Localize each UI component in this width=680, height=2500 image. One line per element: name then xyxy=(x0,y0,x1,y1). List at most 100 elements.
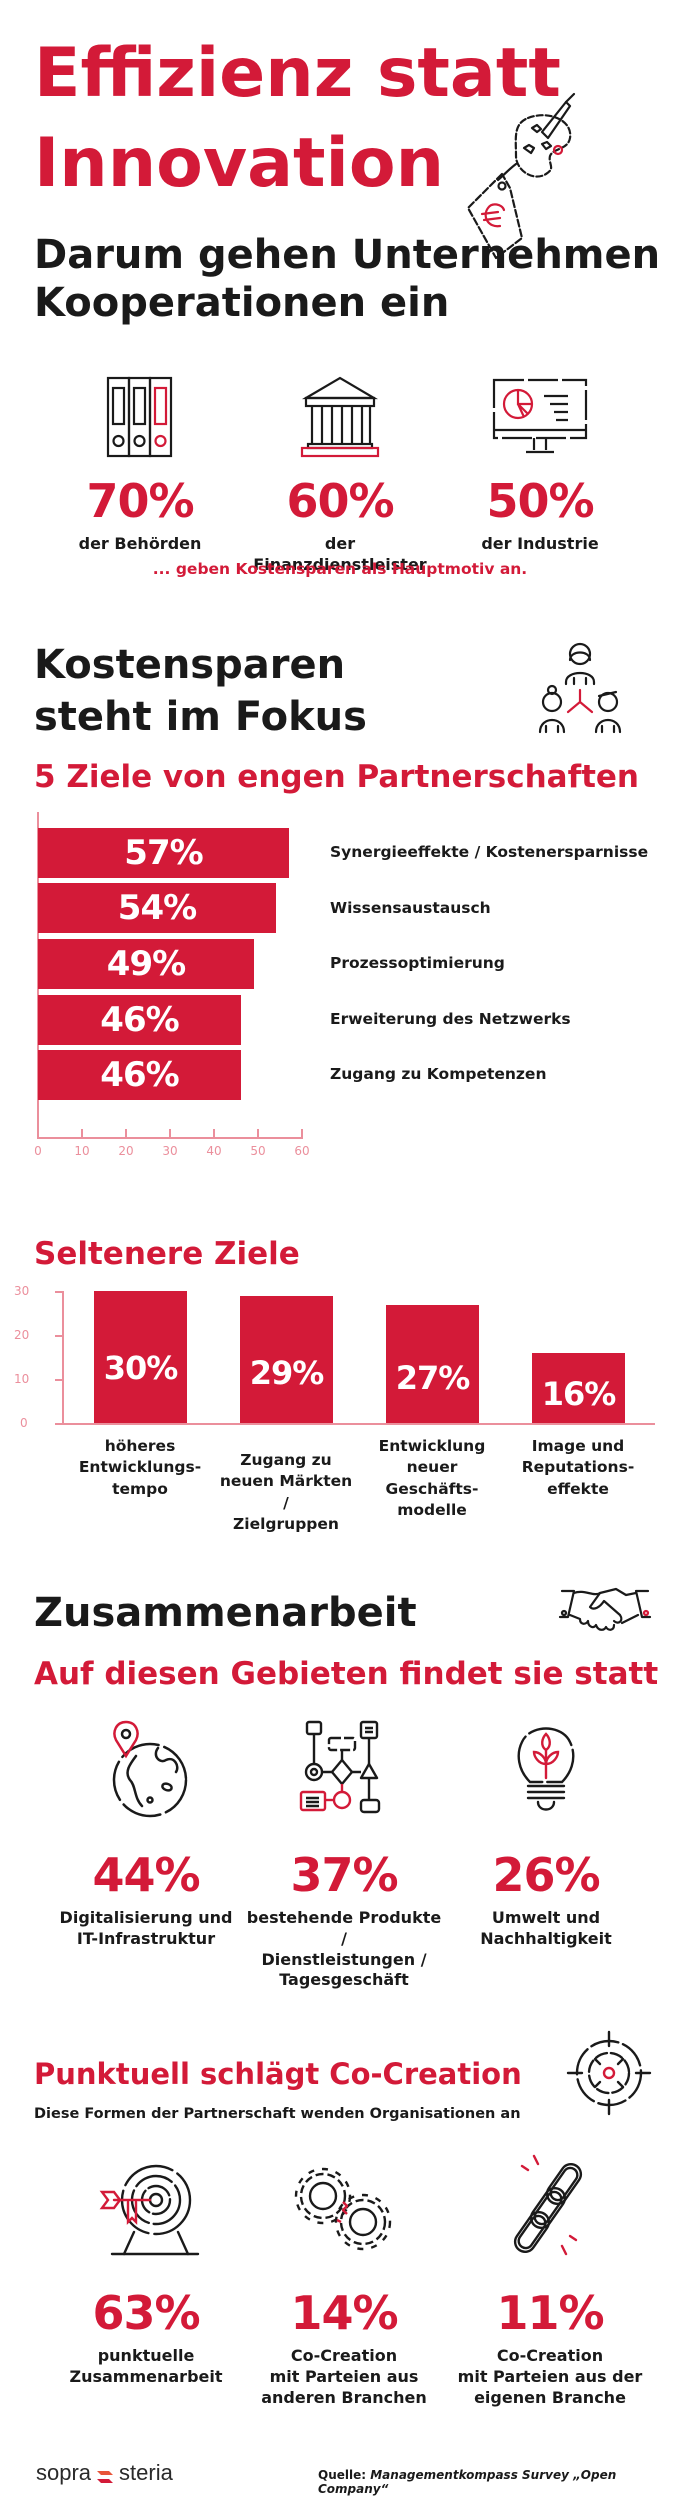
cocreation-title: Punktuell schlägt Co-Creation xyxy=(34,2057,522,2091)
motive-label: der Behörden xyxy=(78,534,202,553)
cocreation-item: 11% Co-Creation mit Parteien aus der eig… xyxy=(450,2152,650,2408)
binders-icon xyxy=(104,376,176,458)
label-line: neuen Märkten / xyxy=(219,1472,353,1512)
bar-business-models: 27% xyxy=(386,1305,479,1423)
cocreation-value: 14% xyxy=(290,2286,398,2340)
label-line: Geschäfts- xyxy=(385,1479,479,1498)
chart2-title: Seltenere Ziele xyxy=(34,1236,300,1272)
x-tick-label: 20 xyxy=(118,1144,134,1158)
y-tick-label: 30 xyxy=(14,1284,30,1298)
bar-value: 49% xyxy=(106,944,186,984)
bar-value: 46% xyxy=(100,1055,179,1095)
bar-label: Wissensaustausch xyxy=(330,899,491,917)
bar-label: Erweiterung des Netzwerks xyxy=(330,1010,571,1028)
globe-pin-icon xyxy=(104,1720,188,1820)
logo-text-left: sopra xyxy=(36,2460,92,2485)
cooperation-item: 44% Digitalisierung und IT-Infrastruktur xyxy=(46,1720,246,1950)
label-line: eigenen Branche xyxy=(474,2387,626,2407)
bar-label: Prozessoptimierung xyxy=(330,954,505,972)
cocreation-label: Co-Creation mit Parteien aus der eigenen… xyxy=(450,2346,650,2408)
cooperation-title: Zusammenarbeit xyxy=(34,1590,417,1636)
monitor-chart-icon xyxy=(492,376,588,458)
x-tick-label: 40 xyxy=(206,1144,222,1158)
label-line: Umwelt und xyxy=(491,1908,601,1927)
dartboard-arrow-icon xyxy=(94,2160,200,2260)
label-line: modelle xyxy=(397,1501,467,1520)
price-tag-palette-icon xyxy=(458,92,588,278)
x-tick-label: 0 xyxy=(34,1144,42,1158)
bar-knowledge: 54% xyxy=(38,883,276,933)
x-axis-line xyxy=(37,1137,303,1139)
label-line: Nachhaltigkeit xyxy=(480,1928,612,1948)
bar-competence: 46% xyxy=(38,1050,241,1100)
subtitle-line2: Kooperationen ein xyxy=(34,280,450,326)
cocreation-label: Co-Creation mit Parteien aus anderen Bra… xyxy=(244,2346,444,2408)
crosshair-target-icon xyxy=(566,2030,652,2116)
bar-value: 30% xyxy=(103,1349,179,1387)
bar-value: 16% xyxy=(541,1375,617,1413)
label-line: IT-Infrastruktur xyxy=(76,1928,216,1948)
bar-value: 46% xyxy=(100,1000,179,1040)
x-tick xyxy=(213,1129,215,1137)
x-axis-line xyxy=(55,1423,655,1425)
x-tick xyxy=(125,1129,127,1137)
motive-label: der Finanzdienstleister xyxy=(253,534,427,574)
label-line: Co-Creation xyxy=(290,2346,398,2365)
motive-value: 60% xyxy=(286,474,394,528)
cooperation-value: 37% xyxy=(290,1848,398,1902)
cooperation-label: Digitalisierung und IT-Infrastruktur xyxy=(46,1908,246,1950)
label-line: Image und xyxy=(531,1437,625,1455)
label-line: bestehende Produkte / xyxy=(246,1908,442,1948)
cocreation-value: 63% xyxy=(92,2286,200,2340)
y-tick xyxy=(55,1335,63,1337)
bar-value: 29% xyxy=(249,1354,325,1392)
lightbulb-plant-icon xyxy=(516,1720,576,1820)
label-line: Zugang zu xyxy=(240,1451,332,1469)
subtitle-line1: Darum gehen Unternehmen xyxy=(34,232,661,278)
x-tick xyxy=(301,1129,303,1137)
x-tick xyxy=(169,1129,171,1137)
label-line: Zielgruppen xyxy=(233,1515,339,1534)
bar-category-label: höheres Entwicklungs- tempo xyxy=(70,1436,210,1500)
cooperation-item: 37% bestehende Produkte / Dienstleistung… xyxy=(244,1720,444,1991)
cooperation-item: 26% Umwelt und Nachhaltigkeit xyxy=(446,1720,646,1950)
label-line: Entwicklung xyxy=(378,1437,486,1455)
label-line: effekte xyxy=(547,1479,609,1498)
focus-title-line1: Kostensparen xyxy=(34,642,346,688)
x-tick-label: 60 xyxy=(294,1144,310,1158)
label-line: mit Parteien aus der xyxy=(457,2366,643,2386)
gears-icon xyxy=(289,2160,399,2260)
bar-label: Synergieeffekte / Kostenersparnisse xyxy=(330,843,649,861)
label-line: mit Parteien aus xyxy=(269,2366,419,2386)
bar-value: 27% xyxy=(395,1359,471,1397)
cooperation-value: 44% xyxy=(92,1848,200,1902)
y-axis-line xyxy=(37,812,39,1138)
logo-text-right: steria xyxy=(119,2460,173,2485)
label-line: Entwicklungs- xyxy=(78,1458,202,1477)
x-tick-label: 10 xyxy=(74,1144,90,1158)
y-tick xyxy=(55,1291,63,1293)
bar-category-label: Image und Reputations- effekte xyxy=(508,1436,648,1500)
bar-dev-speed: 30% xyxy=(94,1291,187,1423)
x-tick xyxy=(257,1129,259,1137)
cooperation-label: bestehende Produkte / Dienstleistungen /… xyxy=(244,1908,444,1991)
bar-label: Zugang zu Kompetenzen xyxy=(330,1065,547,1083)
bar-value: 54% xyxy=(117,888,197,928)
label-line: Dienstleistungen / xyxy=(261,1949,427,1969)
y-tick-label: 20 xyxy=(14,1328,30,1342)
page-title-line2: Innovation xyxy=(34,124,444,203)
source-note: Quelle: Managementkompass Survey „Open C… xyxy=(318,2468,680,2496)
x-tick-label: 50 xyxy=(250,1144,266,1158)
y-tick-label: 10 xyxy=(14,1372,30,1386)
bar-category-label: Zugang zu neuen Märkten / Zielgruppen xyxy=(216,1450,356,1536)
label-line: höheres xyxy=(104,1437,176,1455)
team-network-icon xyxy=(530,640,630,740)
bar-new-markets: 29% xyxy=(240,1296,333,1423)
label-line: Reputations- xyxy=(521,1458,635,1477)
cocreation-subtitle: Diese Formen der Partnerschaft wenden Or… xyxy=(34,2106,521,2122)
y-tick xyxy=(55,1379,63,1381)
motives-footnote: ... geben Kostensparen als Hauptmotiv an… xyxy=(152,560,528,578)
motive-item: 50% der Industrie xyxy=(440,376,640,555)
motive-value: 70% xyxy=(86,474,194,528)
y-tick-label: 0 xyxy=(20,1416,28,1430)
